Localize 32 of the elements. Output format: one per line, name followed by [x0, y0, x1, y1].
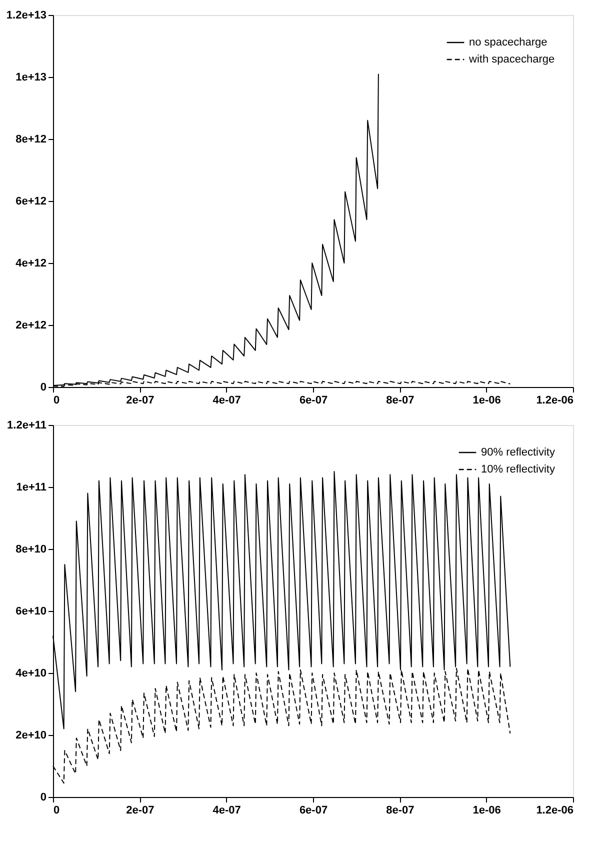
y-tick-label: 4e+10 [16, 668, 46, 680]
y-tick-label: 8e+10 [16, 544, 46, 556]
legend-label: 10% reflectivity [481, 464, 556, 476]
y-tick-label: 8e+12 [16, 134, 46, 146]
y-tick-label: 4e+12 [16, 258, 46, 270]
y-tick-label: 1e+11 [16, 482, 46, 494]
x-tick-label: 8e-07 [386, 394, 414, 406]
legend-label: 90% reflectivity [481, 446, 556, 458]
y-tick-label: 2e+12 [16, 320, 46, 332]
x-tick-label: 2e-07 [126, 394, 154, 406]
x-tick-label: 6e-07 [299, 804, 328, 816]
x-tick-label: 4e-07 [212, 394, 241, 406]
y-tick-label: 1.2e+13 [6, 10, 46, 22]
x-tick-label: 0 [54, 804, 60, 816]
x-tick-label: 1.2e-06 [536, 394, 574, 406]
legend-label: with spacecharge [468, 54, 555, 66]
x-tick-label: 0 [54, 394, 60, 406]
legend-label: no spacecharge [469, 36, 548, 48]
y-tick-label: 0 [40, 382, 46, 394]
x-tick-label: 4e-07 [212, 804, 241, 816]
x-tick-label: 1e-06 [472, 394, 501, 406]
y-tick-label: 6e+12 [16, 196, 46, 208]
y-tick-label: 2e+10 [16, 730, 46, 742]
x-tick-label: 8e-07 [386, 804, 414, 816]
y-tick-label: 0 [40, 792, 46, 804]
x-tick-label: 1.2e-06 [536, 804, 574, 816]
x-tick-label: 2e-07 [126, 804, 154, 816]
y-tick-label: 1e+13 [16, 72, 46, 84]
y-tick-label: 1.2e+11 [7, 420, 46, 432]
x-tick-label: 1e-06 [472, 804, 501, 816]
x-tick-label: 6e-07 [299, 394, 328, 406]
y-tick-label: 6e+10 [16, 606, 46, 618]
